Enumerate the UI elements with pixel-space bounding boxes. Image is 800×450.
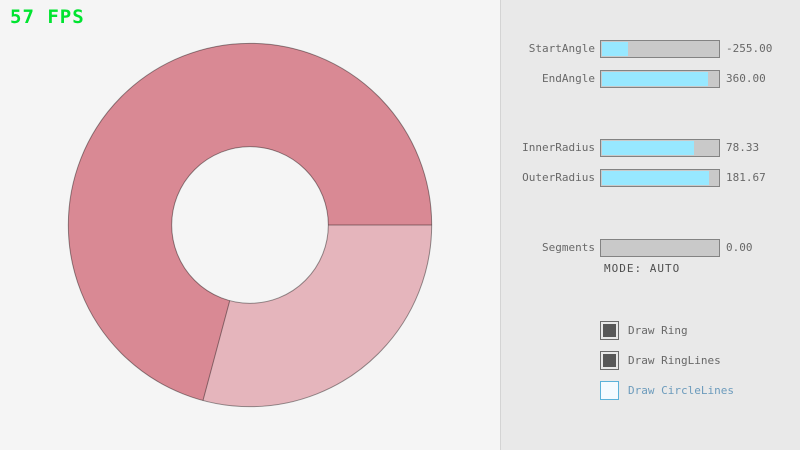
- checkbox-check-mark: [603, 323, 616, 337]
- slider-value: 181.67: [726, 171, 766, 184]
- segments-slider[interactable]: [600, 239, 720, 257]
- slider-fill: [602, 72, 708, 86]
- slider-fill: [602, 171, 709, 185]
- draw-ringlines-checkbox[interactable]: [600, 350, 619, 370]
- slider-row-segments: Segments 0.00: [460, 239, 800, 257]
- slider-row-endangle: EndAngle 360.00: [460, 70, 800, 88]
- checkbox-label: Draw CircleLines: [628, 383, 734, 397]
- slider-label: OuterRadius: [522, 171, 595, 184]
- outerradius-slider[interactable]: [600, 169, 720, 187]
- slider-value: -255.00: [726, 42, 773, 55]
- draw-circlelines-checkbox[interactable]: [600, 380, 619, 400]
- checkbox-row-draw-circlelines: Draw CircleLines: [600, 380, 734, 400]
- slider-label: StartAngle: [528, 42, 595, 55]
- draw-ring-checkbox[interactable]: [600, 320, 619, 340]
- slider-fill: [602, 141, 694, 155]
- slider-row-startangle: StartAngle -255.00: [460, 40, 800, 58]
- checkbox-check-mark: [603, 384, 616, 397]
- slider-value: 0.00: [726, 241, 753, 254]
- slider-value: 78.33: [726, 141, 760, 154]
- slider-value: 360.00: [726, 72, 766, 85]
- endangle-slider[interactable]: [600, 70, 720, 88]
- checkbox-row-draw-ringlines: Draw RingLines: [600, 350, 721, 370]
- fps-counter: 57 FPS: [10, 6, 85, 28]
- checkbox-row-draw-ring: Draw Ring: [600, 320, 688, 340]
- slider-label: InnerRadius: [522, 141, 595, 154]
- slider-fill: [602, 42, 628, 56]
- checkbox-label: Draw Ring: [628, 323, 688, 337]
- checkbox-check-mark: [603, 353, 616, 367]
- slider-row-outerradius: OuterRadius 181.67: [460, 169, 800, 187]
- segments-mode-text: MODE: AUTO: [604, 262, 681, 275]
- startangle-slider[interactable]: [600, 40, 720, 58]
- innerradius-slider[interactable]: [600, 139, 720, 157]
- checkbox-label: Draw RingLines: [628, 353, 721, 367]
- slider-label: EndAngle: [542, 72, 595, 85]
- slider-row-innerradius: InnerRadius 78.33: [460, 139, 800, 157]
- ring-chart: [67, 42, 433, 408]
- slider-label: Segments: [542, 241, 595, 254]
